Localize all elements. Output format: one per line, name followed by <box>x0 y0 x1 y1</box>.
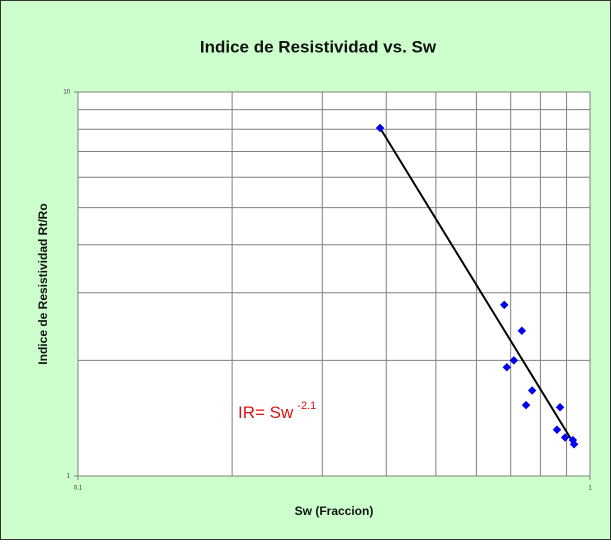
data-point <box>509 356 519 365</box>
data-point <box>569 439 579 449</box>
plot-area <box>77 91 591 477</box>
data-point <box>527 386 537 395</box>
y-tick-label: 10 <box>63 90 70 96</box>
data-point <box>560 433 570 442</box>
y-tick-label: 1 <box>67 474 71 480</box>
x-tick-label: 0.1 <box>74 486 83 492</box>
trendline <box>379 127 576 447</box>
x-axis-label: Sw (Fraccion) <box>295 504 374 518</box>
chart-title: Indice de Resistividad vs. Sw <box>200 37 437 56</box>
annotation: IR= Sw -2.1 <box>238 400 316 423</box>
data-point <box>375 123 385 133</box>
data-point <box>502 362 512 372</box>
data-point <box>555 403 565 412</box>
data-point <box>552 425 562 434</box>
data-point <box>521 400 531 410</box>
x-tick-label: 1 <box>588 486 592 492</box>
data-point <box>517 326 527 335</box>
annotation-exponent: -2.1 <box>297 400 316 412</box>
annotation-text: IR= Sw <box>238 403 294 422</box>
y-axis-label: Indice de Resistividad Rt/Ro <box>36 203 50 364</box>
data-point <box>500 300 509 310</box>
